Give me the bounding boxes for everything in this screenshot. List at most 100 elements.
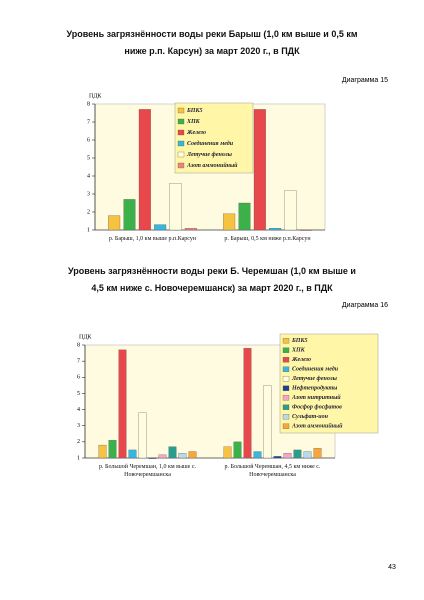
legend-label: Азот аммонийный (291, 423, 343, 430)
chart-title: Уровень загрязнённости воды реки Барыш (… (66, 29, 358, 56)
bar (123, 199, 136, 231)
legend-swatch (282, 376, 290, 382)
y-tick-label: 1 (77, 455, 80, 461)
chart-caption: Диаграмма 16 (342, 302, 388, 309)
legend-swatch (177, 162, 185, 169)
legend-label: Железо (291, 357, 311, 363)
y-tick-label: 1 (87, 227, 90, 233)
legend-label: Сульфат-ион (292, 413, 329, 420)
y-axis-label: ПДК (79, 334, 92, 340)
legend-label: Железо (186, 130, 206, 136)
legend (174, 102, 254, 174)
legend-label: ХПК (291, 348, 306, 354)
bar (223, 213, 236, 231)
legend-label: Летучие фенолы (291, 375, 337, 382)
legend-label: Соединения меди (292, 366, 339, 373)
legend (279, 333, 379, 434)
legend-swatch (177, 140, 185, 147)
legend-label: ХПК (186, 119, 201, 125)
legend-label: Азот аммонийный (186, 162, 238, 169)
y-axis-label: ПДК (89, 93, 102, 99)
y-tick-label: 6 (77, 375, 80, 381)
legend-swatch (282, 423, 290, 429)
x-tick-label: р. Большой Черемшан, 1,0 км выше с. Ново… (99, 464, 196, 478)
legend-swatch (282, 404, 290, 410)
bar (313, 448, 322, 459)
bar (158, 454, 167, 459)
legend-swatch (282, 357, 290, 363)
chart-title-box: Уровень загрязнённости воды реки Б. Чере… (68, 266, 356, 293)
legend-swatch (282, 414, 290, 420)
bar (243, 348, 252, 459)
y-tick-label: 6 (87, 137, 90, 143)
bar (273, 456, 282, 459)
x-tick-label: р. Барыш, 0,5 км ниже р.п.Карсун (224, 236, 311, 242)
x-tick-label-box: р. Барыш, 0,5 км ниже р.п.Карсун (224, 236, 311, 242)
chart-title-box: Уровень загрязнённости воды реки Барыш (… (66, 29, 358, 56)
bar (148, 457, 157, 459)
bar (253, 109, 266, 231)
bar (233, 441, 242, 459)
legend-swatch (282, 385, 290, 391)
legend-swatch (177, 129, 185, 136)
bar (118, 349, 127, 459)
legend-swatch (177, 107, 185, 114)
legend-label: Нефтепродукты (291, 385, 337, 392)
x-tick-label-box: р. Барыш, 1,0 км выше р.п.Карсун (108, 236, 197, 242)
y-tick-label: 3 (77, 423, 80, 429)
y-tick-label: 2 (77, 439, 80, 445)
bar (188, 451, 197, 459)
legend-swatch (282, 338, 290, 344)
bar (263, 385, 272, 459)
legend-label: Фосфор фосфатов (292, 404, 342, 411)
bar (128, 449, 137, 459)
bar (303, 451, 312, 459)
bar (283, 453, 292, 459)
y-tick-label: 8 (77, 342, 80, 348)
legend-label: БПК5 (291, 338, 308, 344)
page-number: 43 (388, 564, 396, 571)
bar (98, 444, 107, 459)
x-tick-label: р. Барыш, 1,0 км выше р.п.Карсун (108, 236, 197, 242)
legend-swatch (282, 366, 290, 372)
legend-label: БПК5 (186, 108, 203, 114)
bar (138, 412, 147, 459)
x-tick-label-box: р. Большой Черемшан, 1,0 км выше с. Ново… (99, 464, 196, 478)
y-tick-label: 5 (87, 155, 90, 161)
bar (293, 449, 302, 459)
y-tick-label: 4 (77, 407, 80, 413)
legend-swatch (282, 395, 290, 401)
chart-caption: Диаграмма 15 (342, 77, 388, 84)
legend-swatch (177, 118, 185, 125)
bar (108, 440, 117, 459)
y-tick-label: 8 (87, 101, 90, 107)
y-tick-label: 3 (87, 191, 90, 197)
y-tick-label: 7 (87, 119, 90, 125)
x-tick-label-box: р. Большой Черемшан, 4,5 км ниже с. Ново… (224, 464, 321, 478)
bar (223, 446, 232, 459)
bar (253, 451, 262, 459)
x-tick-label: р. Большой Черемшан, 4,5 км ниже с. Ново… (224, 464, 321, 478)
chart-title: Уровень загрязнённости воды реки Б. Чере… (68, 266, 356, 293)
legend-swatch (282, 347, 290, 353)
bar (154, 224, 167, 231)
bar (169, 183, 182, 231)
legend-swatch (177, 151, 185, 158)
bar (138, 109, 151, 231)
y-tick-label: 2 (87, 209, 90, 215)
bar (299, 229, 312, 231)
bar (168, 446, 177, 459)
bar (184, 228, 197, 231)
y-tick-label: 7 (77, 359, 80, 365)
y-tick-label: 5 (77, 391, 80, 397)
bar (238, 202, 251, 231)
y-tick-label: 4 (87, 173, 90, 179)
bar (284, 190, 297, 231)
legend-label: Азот нитритный (291, 394, 341, 401)
bar (108, 215, 121, 231)
legend-label: Соединения меди (187, 140, 234, 147)
bar (269, 228, 282, 231)
legend-label: Летучие фенолы (186, 151, 232, 158)
bar (178, 453, 187, 459)
